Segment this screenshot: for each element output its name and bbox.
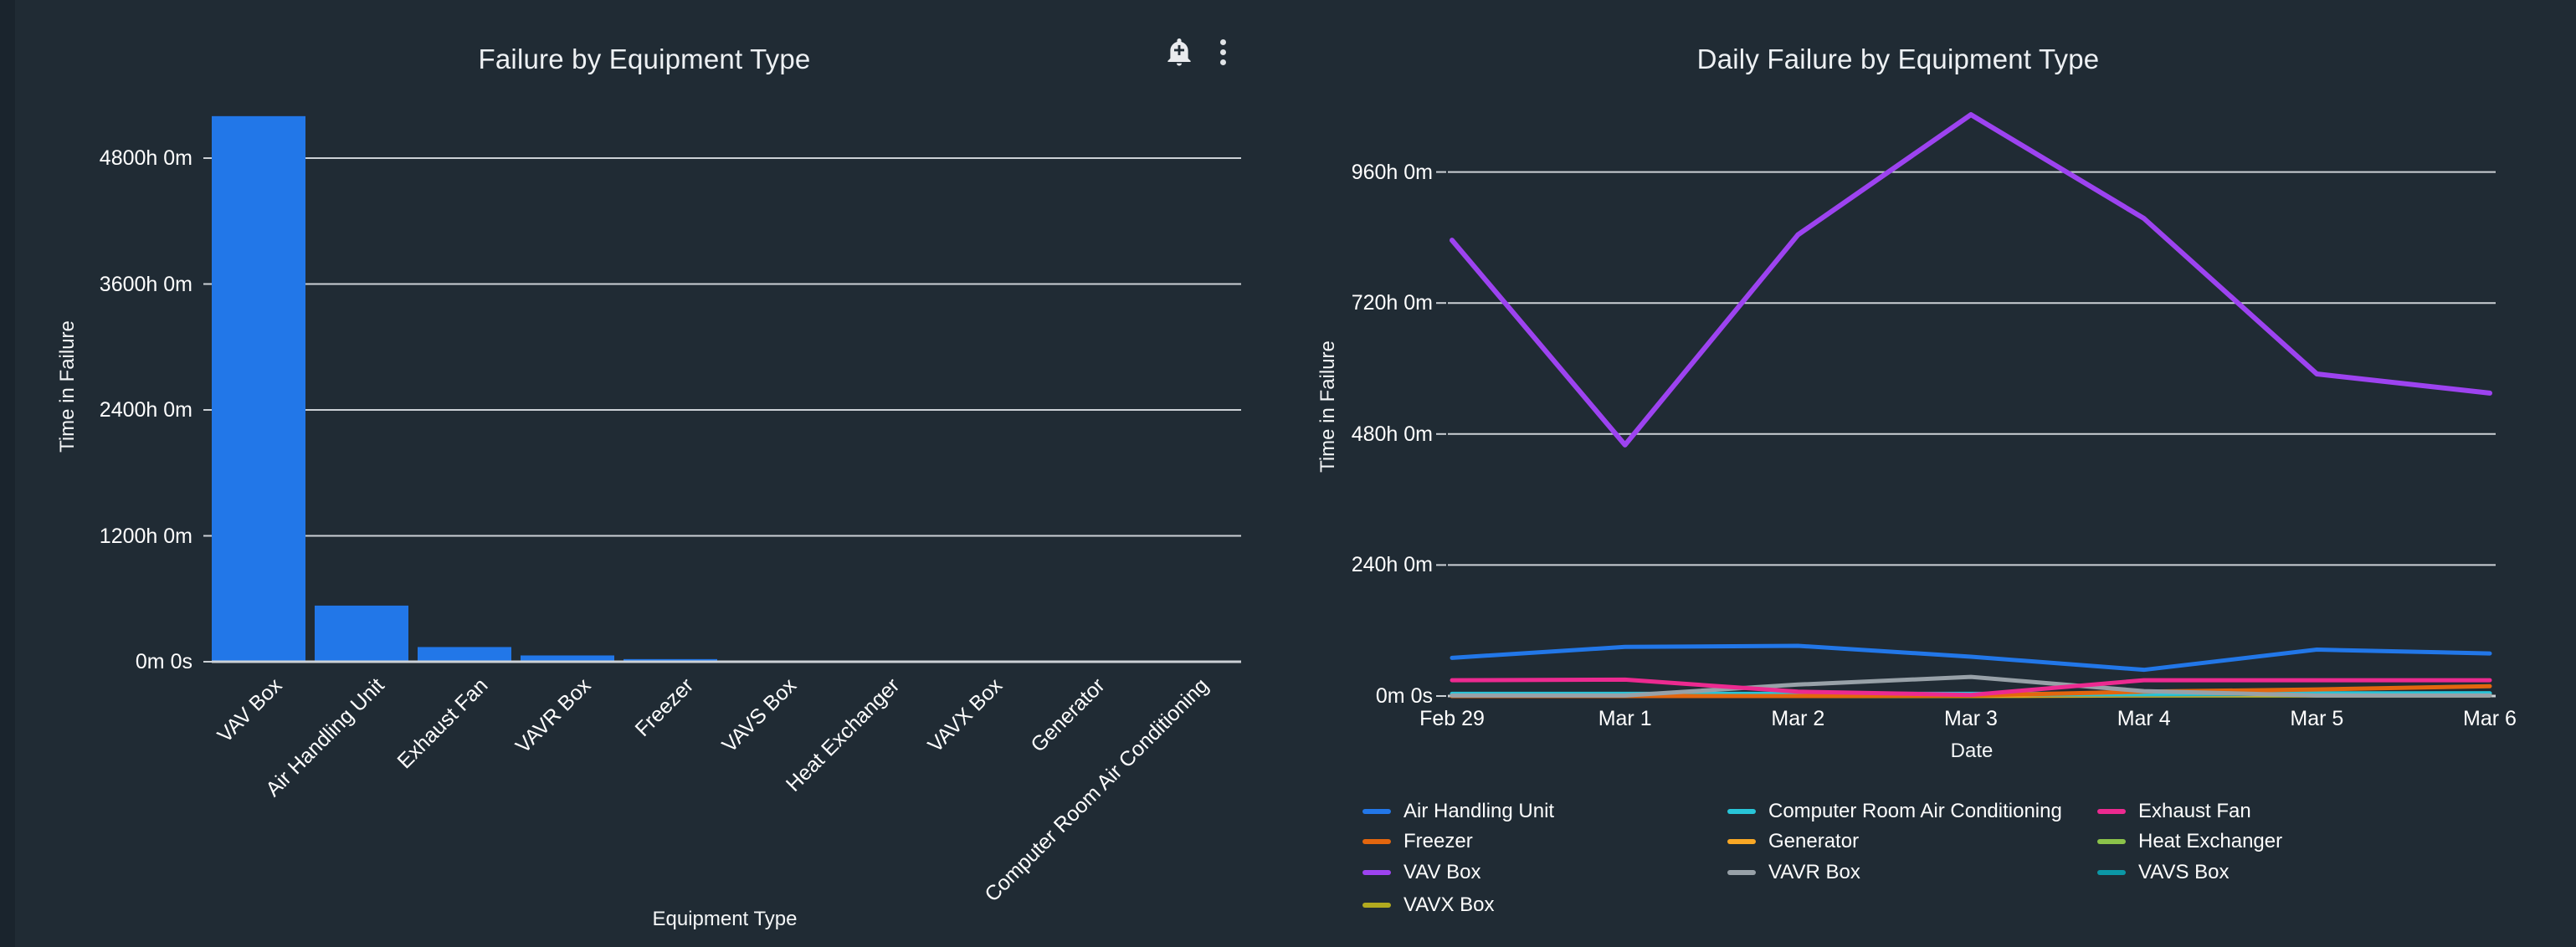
line-exhaust-fan — [1450, 677, 2492, 698]
bar-chart-x-axis-title: Equipment Type — [652, 908, 798, 930]
line-chart-y-tick-label: 480h 0m — [1351, 422, 1433, 446]
line-chart-x-tick-label: Mar 6 — [2463, 707, 2517, 730]
bar-chart-y-tick-label: 3600h 0m — [99, 272, 192, 296]
more-vertical-icon — [1219, 38, 1226, 45]
line-chart-x-axis-title: Date — [1950, 740, 1994, 762]
bar-chart-y-tick-label: 1200h 0m — [99, 524, 192, 548]
line-chart-y-tick-label: 960h 0m — [1351, 160, 1433, 184]
bar-chart-y-axis-title: Time in Failure — [56, 320, 79, 453]
legend-swatch-icon — [2097, 870, 2126, 875]
line-air-handling-unit — [1450, 643, 2492, 673]
legend-label: VAVX Box — [1403, 893, 1495, 916]
line-chart-x-tick-label: Mar 1 — [1598, 707, 1652, 730]
legend-item-air-handling-unit[interactable]: Air Handling Unit — [1362, 800, 1554, 823]
legend-item-vavx-box[interactable]: VAVX Box — [1362, 893, 1495, 917]
legend-swatch-icon — [1362, 809, 1391, 814]
bar-chart-title: Failure by Equipment Type — [478, 44, 811, 74]
legend-item-vav-box[interactable]: VAV Box — [1362, 861, 1480, 884]
bar-vav-box — [212, 115, 305, 663]
legend-item-exhaust-fan[interactable]: Exhaust Fan — [2097, 800, 2251, 823]
legend-item-vavr-box[interactable]: VAVR Box — [1727, 861, 1860, 884]
line-vavr-box — [1450, 674, 2492, 698]
legend-item-generator[interactable]: Generator — [1727, 830, 1859, 853]
legend-label: VAVS Box — [2138, 861, 2230, 883]
legend-swatch-icon — [1362, 839, 1391, 844]
more-options-button[interactable] — [1212, 37, 1234, 67]
more-vertical-icon — [1219, 59, 1226, 65]
legend-item-computer-room-air-conditioning[interactable]: Computer Room Air Conditioning — [1727, 800, 2062, 823]
legend-label: Computer Room Air Conditioning — [1768, 800, 2062, 822]
bar-air-handling-unit — [315, 605, 408, 662]
bar-freezer — [623, 658, 717, 662]
line-chart-x-tick-label: Mar 3 — [1944, 707, 1998, 730]
legend-item-vavs-box[interactable]: VAVS Box — [2097, 861, 2230, 884]
line-vav-box — [1450, 112, 2492, 448]
line-chart-y-tick-label: 240h 0m — [1351, 553, 1433, 577]
line-chart-y-tick-label: 720h 0m — [1351, 291, 1433, 315]
legend-swatch-icon — [2097, 839, 2126, 844]
legend-label: Generator — [1768, 830, 1860, 852]
legend-swatch-icon — [1362, 870, 1391, 875]
legend-swatch-icon — [1727, 809, 1756, 814]
legend-label: VAVR Box — [1768, 861, 1860, 883]
legend-item-heat-exchanger[interactable]: Heat Exchanger — [2097, 830, 2282, 853]
legend-swatch-icon — [1362, 903, 1391, 908]
line-chart-y-tick-label: 0m 0s — [1375, 684, 1433, 708]
left-edge-strip — [0, 0, 15, 947]
line-chart-title: Daily Failure by Equipment Type — [1696, 44, 2100, 74]
legend-item-freezer[interactable]: Freezer — [1362, 830, 1473, 853]
legend-swatch-icon — [1727, 870, 1756, 875]
more-vertical-icon — [1219, 49, 1226, 55]
line-chart-x-tick-label: Feb 29 — [1419, 707, 1485, 730]
bar-chart-y-tick-label: 2400h 0m — [99, 398, 192, 422]
bar-chart-y-tick-label: 4800h 0m — [99, 146, 192, 170]
bar-vavr-box — [521, 655, 614, 662]
legend-label: Air Handling Unit — [1403, 800, 1555, 822]
legend-label: Exhaust Fan — [2138, 800, 2251, 822]
legend-swatch-icon — [2097, 809, 2126, 814]
bar-chart-y-tick-label: 0m 0s — [135, 650, 192, 673]
legend-label: Freezer — [1403, 830, 1473, 852]
add-alert-button[interactable] — [1163, 35, 1195, 69]
add-alert-icon — [1163, 38, 1195, 71]
legend-swatch-icon — [1727, 839, 1756, 844]
legend-label: Heat Exchanger — [2138, 830, 2283, 852]
bar-exhaust-fan — [418, 647, 511, 662]
legend-label: VAV Box — [1403, 861, 1481, 883]
line-chart-x-tick-label: Mar 4 — [2117, 707, 2171, 730]
line-chart-y-axis-title: Time in Failure — [1316, 340, 1339, 473]
line-chart-x-tick-label: Mar 2 — [1771, 707, 1825, 730]
line-chart-x-tick-label: Mar 5 — [2290, 707, 2344, 730]
